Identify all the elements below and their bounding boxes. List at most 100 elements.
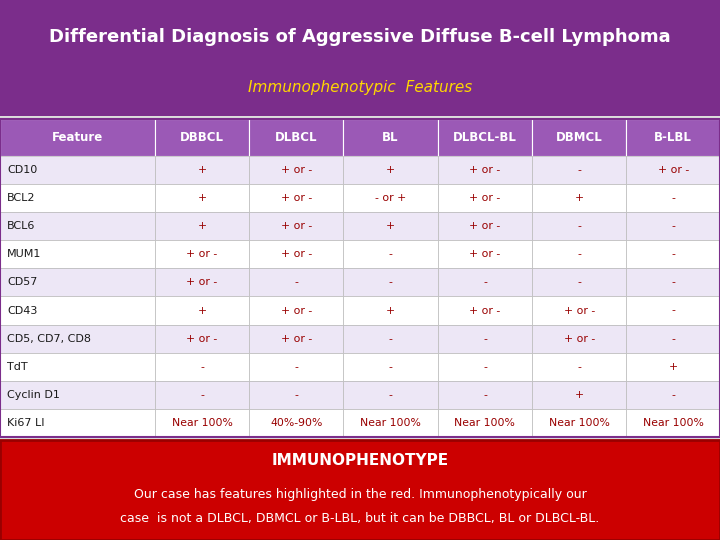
FancyBboxPatch shape: [0, 212, 155, 240]
Text: +: +: [197, 165, 207, 174]
Text: +: +: [197, 306, 207, 315]
Text: + or -: + or -: [281, 306, 312, 315]
FancyBboxPatch shape: [155, 119, 249, 156]
Text: Near 100%: Near 100%: [643, 418, 703, 428]
Text: -: -: [671, 278, 675, 287]
Text: BL: BL: [382, 131, 399, 144]
FancyBboxPatch shape: [249, 184, 343, 212]
Text: Our case has features highlighted in the red. Immunophenotypically our: Our case has features highlighted in the…: [134, 488, 586, 501]
Text: + or -: + or -: [564, 334, 595, 344]
Text: DLBCL: DLBCL: [275, 131, 318, 144]
FancyBboxPatch shape: [626, 212, 720, 240]
Text: Near 100%: Near 100%: [360, 418, 421, 428]
Text: DLBCL-BL: DLBCL-BL: [453, 131, 517, 144]
Text: -: -: [294, 278, 298, 287]
FancyBboxPatch shape: [155, 409, 249, 437]
FancyBboxPatch shape: [626, 353, 720, 381]
Text: -: -: [483, 278, 487, 287]
FancyBboxPatch shape: [438, 353, 532, 381]
Text: -: -: [483, 362, 487, 372]
Text: -: -: [577, 278, 581, 287]
Text: -: -: [389, 390, 392, 400]
Text: -: -: [389, 334, 392, 344]
Text: Cyclin D1: Cyclin D1: [7, 390, 60, 400]
FancyBboxPatch shape: [532, 156, 626, 184]
FancyBboxPatch shape: [626, 381, 720, 409]
FancyBboxPatch shape: [0, 296, 155, 325]
FancyBboxPatch shape: [155, 240, 249, 268]
FancyBboxPatch shape: [626, 119, 720, 156]
Text: Differential Diagnosis of Aggressive Diffuse B-cell Lymphoma: Differential Diagnosis of Aggressive Dif…: [49, 28, 671, 46]
Text: + or -: + or -: [564, 306, 595, 315]
Text: -: -: [577, 165, 581, 174]
FancyBboxPatch shape: [532, 325, 626, 353]
FancyBboxPatch shape: [438, 325, 532, 353]
Text: BCL2: BCL2: [7, 193, 36, 203]
FancyBboxPatch shape: [532, 119, 626, 156]
FancyBboxPatch shape: [343, 381, 438, 409]
FancyBboxPatch shape: [532, 296, 626, 325]
Text: +: +: [386, 165, 395, 174]
Text: -: -: [671, 221, 675, 231]
Text: DBMCL: DBMCL: [556, 131, 603, 144]
FancyBboxPatch shape: [438, 156, 532, 184]
Text: +: +: [386, 221, 395, 231]
Text: 40%-90%: 40%-90%: [270, 418, 323, 428]
Text: + or -: + or -: [469, 193, 500, 203]
Text: Near 100%: Near 100%: [454, 418, 516, 428]
FancyBboxPatch shape: [0, 381, 155, 409]
FancyBboxPatch shape: [626, 184, 720, 212]
FancyBboxPatch shape: [0, 156, 155, 184]
FancyBboxPatch shape: [249, 325, 343, 353]
FancyBboxPatch shape: [343, 268, 438, 296]
Text: - or +: - or +: [375, 193, 406, 203]
FancyBboxPatch shape: [438, 212, 532, 240]
FancyBboxPatch shape: [438, 184, 532, 212]
Text: B-LBL: B-LBL: [654, 131, 692, 144]
Text: -: -: [577, 249, 581, 259]
FancyBboxPatch shape: [0, 268, 155, 296]
Text: + or -: + or -: [281, 221, 312, 231]
Text: + or -: + or -: [186, 334, 217, 344]
Text: -: -: [200, 362, 204, 372]
Text: -: -: [577, 221, 581, 231]
Text: + or -: + or -: [186, 249, 217, 259]
FancyBboxPatch shape: [343, 325, 438, 353]
Text: + or -: + or -: [469, 306, 500, 315]
Text: MUM1: MUM1: [7, 249, 42, 259]
FancyBboxPatch shape: [343, 353, 438, 381]
FancyBboxPatch shape: [155, 212, 249, 240]
Text: CD5, CD7, CD8: CD5, CD7, CD8: [7, 334, 91, 344]
FancyBboxPatch shape: [438, 296, 532, 325]
FancyBboxPatch shape: [0, 440, 720, 540]
Text: -: -: [483, 390, 487, 400]
FancyBboxPatch shape: [343, 409, 438, 437]
Text: -: -: [671, 334, 675, 344]
FancyBboxPatch shape: [249, 268, 343, 296]
FancyBboxPatch shape: [532, 381, 626, 409]
Text: +: +: [669, 362, 678, 372]
Text: DBBCL: DBBCL: [180, 131, 224, 144]
Text: Feature: Feature: [52, 131, 103, 144]
Text: + or -: + or -: [469, 165, 500, 174]
FancyBboxPatch shape: [626, 156, 720, 184]
FancyBboxPatch shape: [155, 184, 249, 212]
FancyBboxPatch shape: [438, 268, 532, 296]
Text: -: -: [671, 193, 675, 203]
FancyBboxPatch shape: [249, 409, 343, 437]
Text: + or -: + or -: [469, 221, 500, 231]
FancyBboxPatch shape: [343, 119, 438, 156]
FancyBboxPatch shape: [0, 409, 155, 437]
Text: IMMUNOPHENOTYPE: IMMUNOPHENOTYPE: [271, 453, 449, 468]
Text: -: -: [294, 390, 298, 400]
FancyBboxPatch shape: [438, 409, 532, 437]
FancyBboxPatch shape: [626, 240, 720, 268]
FancyBboxPatch shape: [249, 353, 343, 381]
FancyBboxPatch shape: [532, 353, 626, 381]
FancyBboxPatch shape: [249, 240, 343, 268]
FancyBboxPatch shape: [532, 268, 626, 296]
Text: + or -: + or -: [281, 249, 312, 259]
FancyBboxPatch shape: [249, 119, 343, 156]
Text: -: -: [671, 390, 675, 400]
Text: Immunophenotypic  Features: Immunophenotypic Features: [248, 79, 472, 94]
